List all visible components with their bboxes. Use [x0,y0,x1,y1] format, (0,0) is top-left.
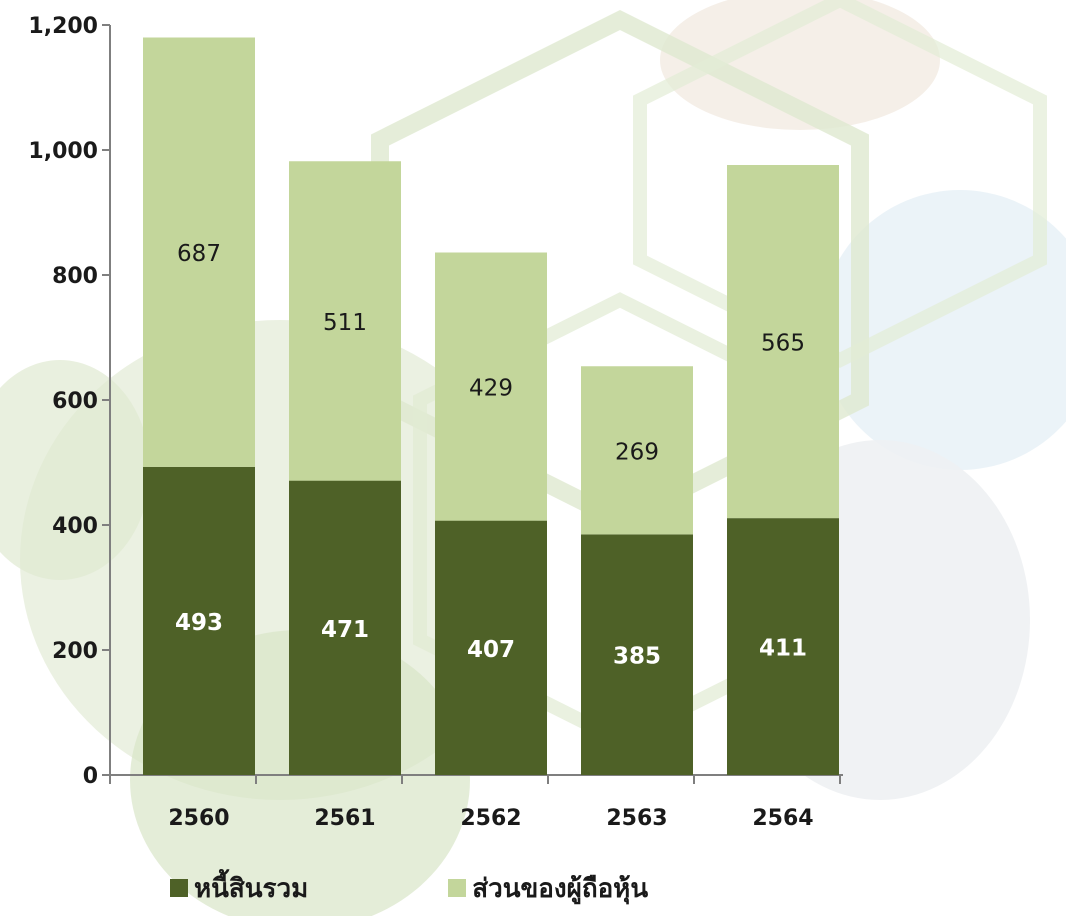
bar-segment-equity [727,165,839,519]
y-tick-label: 800 [52,264,98,289]
bar-segment-liabilities [289,480,401,775]
data-label-liabilities: 493 [175,610,223,636]
data-label-equity: 269 [615,439,659,465]
data-label-equity: 687 [177,241,221,267]
bar-segment-liabilities [143,466,255,775]
bars [143,37,839,775]
y-tick-label: 600 [52,389,98,414]
x-tick-label: 2563 [606,806,667,831]
bar-segment-liabilities [435,520,547,775]
legend-item-liabilities: หนี้สินรวม [170,868,308,909]
y-tick-label: 0 [83,764,98,789]
y-tick-label: 1,200 [28,14,98,39]
bar-segment-equity [435,252,547,521]
data-label-liabilities: 411 [759,636,807,662]
bar-segment-liabilities [581,534,693,775]
data-label-liabilities: 385 [613,644,661,670]
x-tick-label: 2562 [460,806,521,831]
x-axis: 2560 2561 2562 2563 2564 [109,774,843,831]
y-tick-label: 400 [52,514,98,539]
data-label-equity: 429 [469,376,513,402]
legend-swatch-liabilities [170,879,188,897]
y-axis: 0 200 400 600 800 1,000 1,200 [28,14,111,789]
bar-segment-liabilities [727,518,839,775]
y-tick-label: 1,000 [28,139,98,164]
legend-label-equity: ส่วนของผู้ถือหุ้น [472,873,649,904]
legend: หนี้สินรวม ส่วนของผู้ถือหุ้น [170,868,648,908]
legend-label-liabilities: หนี้สินรวม [194,873,309,904]
legend-swatch-equity [448,879,467,897]
data-labels: 493 687 471 511 407 429 385 269 411 565 [175,241,807,670]
legend-item-equity: ส่วนของผู้ถือหุ้น [448,868,648,909]
x-tick-label: 2564 [752,806,813,831]
data-label-equity: 511 [323,310,367,336]
bar-segment-equity [581,366,693,535]
y-tick-label: 200 [52,639,98,664]
bar-segment-equity [289,161,401,481]
data-label-liabilities: 471 [321,617,369,643]
data-label-liabilities: 407 [467,637,515,663]
data-label-equity: 565 [761,331,805,357]
x-tick-label: 2560 [168,806,229,831]
x-tick-label: 2561 [314,806,375,831]
bar-segment-equity [143,37,255,467]
